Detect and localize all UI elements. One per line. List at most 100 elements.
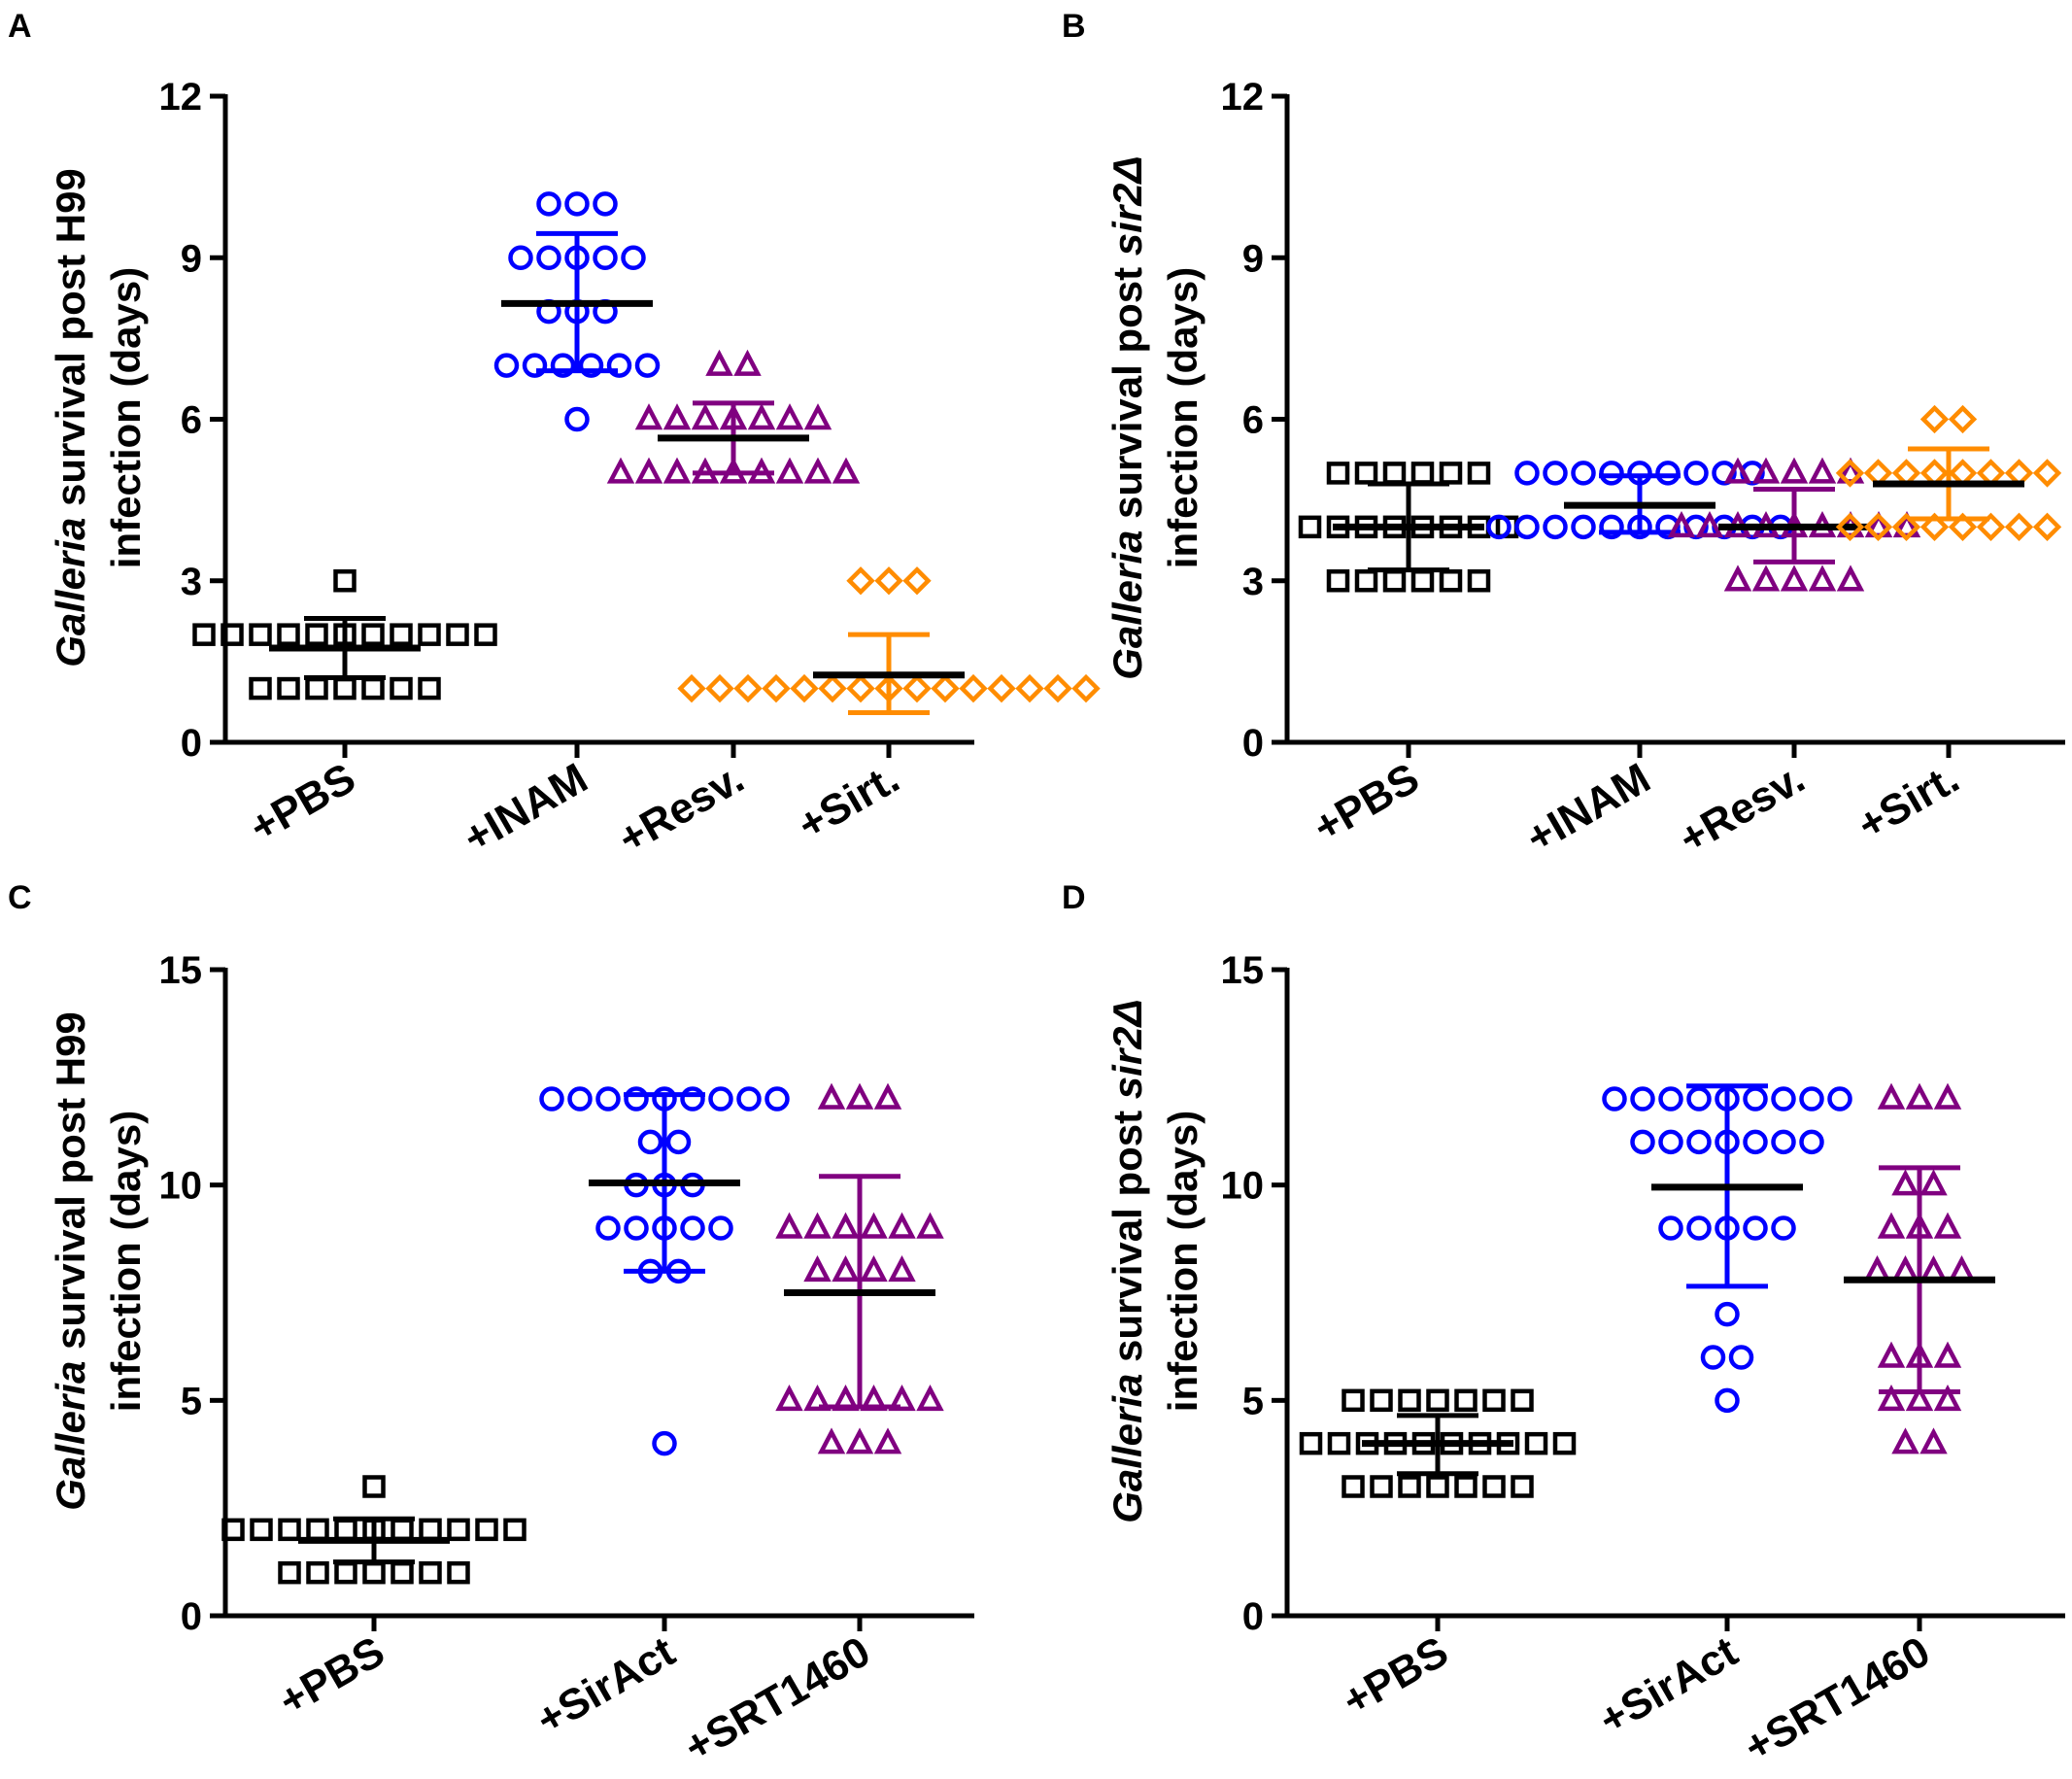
data-point: [564, 191, 590, 217]
data-point: [832, 457, 861, 484]
data-point: [1398, 1475, 1421, 1498]
data-point: [361, 676, 385, 701]
data-point: [762, 673, 791, 703]
y-tick-label: 0: [181, 1595, 202, 1638]
series-srt1460: [1844, 1082, 1995, 1454]
data-point: [1799, 1086, 1824, 1112]
data-point: [888, 1212, 916, 1239]
x-tick-label: +PBS: [242, 754, 363, 852]
x-tick-label: +Sirt.: [1850, 754, 1967, 849]
data-point: [1326, 462, 1350, 485]
data-point: [250, 1518, 273, 1542]
data-point: [1919, 1427, 1948, 1454]
data-point: [390, 623, 413, 646]
data-point: [662, 457, 692, 484]
data-point: [1467, 569, 1491, 593]
data-point: [1751, 564, 1781, 592]
panel-a-plot: 0 3 6 9 12 +PBS +INAM +Resv. +Sirt.: [159, 76, 1101, 864]
panel-d: D Galleria survival post sir2Δ infection…: [1062, 879, 2065, 1771]
x-tick-label: +PBS: [1306, 754, 1427, 852]
data-point: [691, 403, 720, 430]
data-point: [1326, 569, 1350, 593]
panel-letter-c: C: [8, 879, 32, 916]
data-point: [2004, 512, 2034, 542]
data-point: [1743, 1129, 1768, 1155]
data-point: [1630, 1086, 1655, 1112]
data-point: [1482, 1388, 1506, 1413]
data-point: [1919, 512, 1950, 542]
data-point: [567, 1086, 593, 1112]
data-point: [775, 457, 804, 484]
data-point: [1543, 461, 1568, 486]
data-point: [1891, 512, 1921, 542]
data-point: [1683, 461, 1709, 486]
data-point: [1043, 673, 1072, 703]
data-point: [860, 1212, 888, 1239]
data-point: [705, 673, 734, 703]
data-point: [1514, 514, 1540, 540]
data-point: [333, 569, 357, 593]
x-tick-label: +INAM: [456, 754, 595, 862]
y-tick-label: 12: [159, 76, 203, 119]
data-point: [362, 1560, 386, 1585]
data-point: [1933, 1384, 1962, 1412]
data-point: [888, 1384, 916, 1412]
data-point: [803, 1254, 832, 1283]
data-point: [1511, 1388, 1534, 1413]
data-point: [1771, 1086, 1796, 1112]
y-tick-label: 5: [181, 1380, 202, 1422]
x-tick-label: +SirAct: [1591, 1627, 1746, 1744]
data-point: [1976, 512, 2006, 542]
data-point: [1891, 1427, 1919, 1454]
data-point: [1454, 1388, 1478, 1413]
panel-b: B Galleria survival post sir2Δ infection…: [1062, 8, 2065, 864]
data-point: [1511, 1475, 1534, 1498]
series-sirt: [677, 566, 1101, 716]
data-point: [846, 566, 875, 596]
data-point: [1808, 564, 1837, 592]
data-point: [1905, 1082, 1934, 1110]
series-resv: [1667, 457, 1921, 592]
data-point: [634, 403, 663, 430]
y-tick-label: 0: [1242, 722, 1264, 765]
data-point: [1933, 1212, 1962, 1239]
data-point: [1877, 1212, 1906, 1239]
data-point: [1863, 512, 1893, 542]
data-point: [1410, 462, 1435, 485]
data-point: [845, 1082, 874, 1110]
data-point: [1780, 564, 1809, 592]
data-point: [564, 406, 590, 432]
data-point: [475, 1518, 498, 1542]
panel-b-plot: 0 3 6 9 12 +PBS +INAM +Resv. +Sirt.: [1221, 76, 2065, 864]
data-point: [2032, 512, 2062, 542]
panel-letter-d: D: [1062, 879, 1086, 916]
data-point: [578, 353, 604, 378]
data-point: [1835, 459, 1865, 488]
data-point: [2032, 459, 2062, 488]
y-tick-label: 9: [181, 237, 202, 280]
data-point: [1552, 1431, 1577, 1455]
data-point: [817, 1427, 846, 1454]
data-point: [634, 457, 663, 484]
data-point: [1827, 1086, 1852, 1112]
data-point: [916, 1384, 944, 1412]
series-pbs: [1298, 462, 1519, 593]
data-point: [1439, 462, 1463, 485]
data-point: [1799, 1129, 1824, 1155]
data-point: [305, 623, 328, 646]
data-point: [818, 673, 847, 703]
y-tick-label: 12: [1221, 76, 1265, 119]
panel-letter-b: B: [1062, 8, 1086, 45]
data-point: [1439, 569, 1463, 593]
data-point: [493, 353, 520, 378]
data-point: [1836, 564, 1865, 592]
data-point: [1370, 1475, 1393, 1498]
data-point: [536, 191, 561, 217]
data-point: [1370, 1388, 1393, 1413]
data-point: [1015, 673, 1044, 703]
data-point: [1743, 1086, 1768, 1112]
data-point: [277, 676, 300, 701]
y-tick-label: 10: [1221, 1165, 1265, 1208]
data-point: [1298, 515, 1322, 539]
